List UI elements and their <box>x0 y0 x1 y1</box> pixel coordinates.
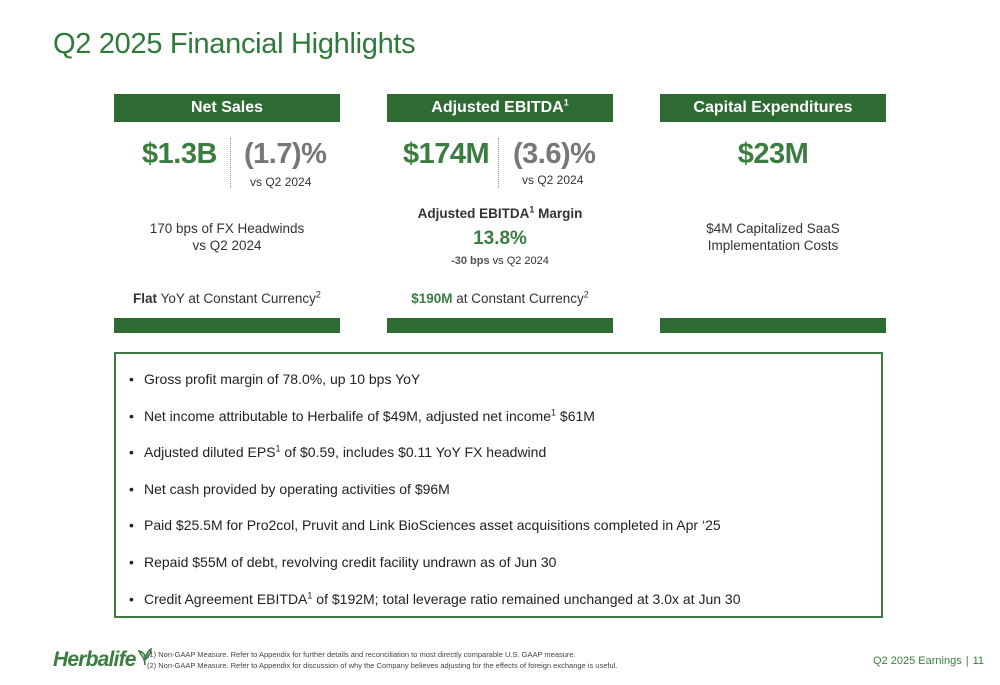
bullet-text: Net cash provided by operating activitie… <box>144 480 450 497</box>
cc-text: at Constant Currency <box>452 291 584 306</box>
footnote-ref: 1 <box>275 443 281 454</box>
margin-label-b: Margin <box>534 206 583 221</box>
margin-delta-text: vs Q2 2024 <box>489 255 549 267</box>
capex-note: $4M Capitalized SaaS Implementation Cost… <box>660 220 886 254</box>
bullet-icon: • <box>129 371 134 387</box>
highlights-box: • Gross profit margin of 78.0%, up 10 bps… <box>114 352 883 618</box>
deck-name: Q2 2025 Earnings <box>873 655 962 667</box>
ebitda-margin-delta: -30 bps vs Q2 2024 <box>387 255 613 267</box>
bullet-text: Repaid $55M of debt, revolving credit fa… <box>144 553 557 570</box>
footnote-ref: 1 <box>563 97 569 108</box>
bullet-icon: • <box>129 444 134 461</box>
list-item: • Credit Agreement EBITDA1 of $192M; tota… <box>129 587 871 624</box>
separator: | <box>965 655 969 667</box>
margin-label-a: Adjusted EBITDA <box>417 206 530 221</box>
cc-bold: Flat <box>133 291 158 306</box>
bullet-icon: • <box>129 480 134 497</box>
page-title: Q2 2025 Financial Highlights <box>53 28 416 60</box>
fx-note-line2: vs Q2 2024 <box>192 238 262 253</box>
page-info: Q2 2025 Earnings | 11 <box>873 655 984 667</box>
logo-wordmark: Herbalife <box>53 648 136 671</box>
fx-note-line1: 170 bps of FX Headwinds <box>149 221 305 236</box>
net-sales-vs: vs Q2 2024 <box>250 175 312 189</box>
bullet-text: Adjusted diluted EPS <box>144 444 276 461</box>
bullet-icon: • <box>129 517 134 534</box>
list-item: • Paid $25.5M for Pro2col, Pruvit and Lin… <box>129 513 871 550</box>
list-item: • Gross profit margin of 78.0%, up 10 bps… <box>129 367 871 404</box>
bullet-icon: • <box>129 407 134 424</box>
footnote-ref: 1 <box>551 406 557 417</box>
capex-note-line1: $4M Capitalized SaaS <box>706 221 840 236</box>
bullet-icon: • <box>129 590 134 607</box>
panel-footer-bar <box>114 318 340 333</box>
ebitda-vs: vs Q2 2024 <box>522 173 584 187</box>
ebitda-margin-value: 13.8% <box>473 228 527 249</box>
panel-footer-bar <box>660 318 886 333</box>
page-number: 11 <box>972 655 984 667</box>
bullet-text-tail: $61M <box>556 407 595 424</box>
capex-panel: Capital Expenditures $23M $4M Capitalize… <box>660 94 886 334</box>
footnote-ref: 2 <box>583 289 589 300</box>
footnote-ref: 1 <box>529 204 535 215</box>
bullet-text-tail: of $192M; total leverage ratio remained … <box>312 590 741 607</box>
net-sales-change: (1.7)% <box>244 138 327 170</box>
highlights-list: • Gross profit margin of 78.0%, up 10 bps… <box>129 367 871 623</box>
footnote-2: (2) Non-GAAP Measure. Refer to Appendix … <box>147 661 618 670</box>
bullet-text: Credit Agreement EBITDA <box>144 590 308 607</box>
list-item: • Net income attributable to Herbalife of… <box>129 404 871 441</box>
leaf-icon <box>137 647 152 666</box>
bullet-text: Net income attributable to Herbalife of … <box>144 407 552 424</box>
footnote-ref: 1 <box>307 589 313 600</box>
divider <box>498 138 499 188</box>
list-item: • Adjusted diluted EPS1 of $0.59, include… <box>129 440 871 477</box>
ebitda-value: $174M <box>403 138 490 170</box>
herbalife-logo: Herbalife <box>53 647 152 672</box>
capex-header: Capital Expenditures <box>660 94 886 122</box>
footnote-1: (1) Non-GAAP Measure. Refer to Appendix … <box>147 650 576 659</box>
net-sales-header: Net Sales <box>114 94 340 122</box>
footnotes: (1) Non-GAAP Measure. Refer to Appendix … <box>147 649 617 671</box>
divider <box>230 138 231 188</box>
ebitda-constant-currency: $190M at Constant Currency2 <box>387 290 613 307</box>
net-sales-fx-note: 170 bps of FX Headwinds vs Q2 2024 <box>114 220 340 254</box>
net-sales-constant-currency: Flat YoY at Constant Currency2 <box>114 290 340 307</box>
bullet-text: Gross profit margin of 78.0%, up 10 bps … <box>144 371 421 387</box>
cc-text: YoY at Constant Currency <box>157 291 316 306</box>
capex-value: $23M <box>737 138 809 170</box>
ebitda-change: (3.6)% <box>513 138 596 170</box>
panel-footer-bar <box>387 318 613 333</box>
footnote-ref: 2 <box>315 289 321 300</box>
capex-note-line2: Implementation Costs <box>707 238 839 253</box>
list-item: • Net cash provided by operating activiti… <box>129 477 871 514</box>
bullet-icon: • <box>129 553 134 570</box>
ebitda-header-label: Adjusted EBITDA <box>431 99 564 116</box>
bullet-text: Paid $25.5M for Pro2col, Pruvit and Link… <box>144 517 721 534</box>
ebitda-header: Adjusted EBITDA1 <box>387 94 613 122</box>
bullet-text-tail: of $0.59, includes $0.11 YoY FX headwind <box>280 444 547 461</box>
margin-delta-bold: -30 bps <box>451 255 490 267</box>
list-item: • Repaid $55M of debt, revolving credit f… <box>129 550 871 587</box>
net-sales-value: $1.3B <box>142 138 217 170</box>
ebitda-panel: Adjusted EBITDA1 $174M (3.6)% vs Q2 2024… <box>387 94 613 334</box>
cc-bold: $190M <box>411 291 453 306</box>
net-sales-panel: Net Sales $1.3B (1.7)% vs Q2 2024 170 bp… <box>114 94 340 334</box>
ebitda-margin-label: Adjusted EBITDA1 Margin <box>387 204 613 221</box>
